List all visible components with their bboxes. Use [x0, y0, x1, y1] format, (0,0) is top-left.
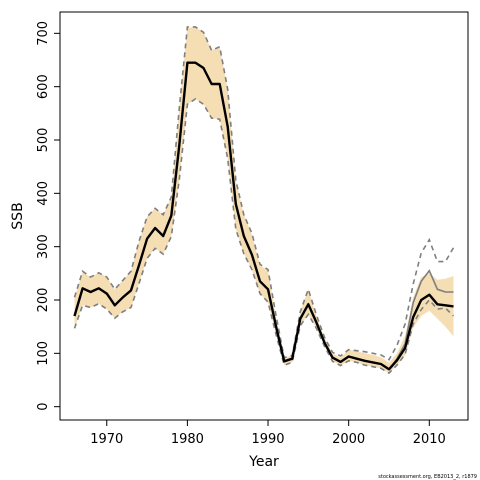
credit-text: stockassessment.org, EB2013_2, r1879: [378, 474, 477, 480]
y-axis-label: SSB: [10, 202, 26, 229]
estimate-line-layer: [73, 61, 454, 371]
confidence-band-layer: [74, 26, 454, 374]
y-axis: 0 100 200 300 400 500 600 700: [36, 21, 60, 411]
estimate-line: [73, 61, 454, 371]
retro-upper-line: [73, 26, 455, 361]
y-tick-label: 700: [36, 21, 51, 46]
plot-frame: [59, 11, 469, 421]
x-axis-label: Year: [248, 454, 279, 470]
retro-mid-line: [73, 61, 454, 371]
y-tick-label: 500: [36, 128, 51, 153]
x-tick-label: 1980: [171, 432, 204, 447]
y-tick-label: 600: [36, 74, 51, 99]
x-tick-label: 1970: [90, 432, 123, 447]
y-tick-label: 0: [36, 403, 51, 411]
confidence-band: [74, 26, 454, 374]
x-tick-label: 2000: [332, 432, 365, 447]
x-axis: 1970 1980 1990 2000 2010: [90, 420, 446, 447]
y-tick-label: 200: [36, 288, 51, 313]
y-tick-label: 100: [36, 341, 51, 366]
retro-lower-line: [73, 97, 455, 375]
y-tick-label: 300: [36, 234, 51, 259]
y-tick-label: 400: [36, 181, 51, 206]
retro-lines-layer: [73, 26, 455, 375]
x-tick-label: 1990: [251, 432, 284, 447]
x-tick-label: 2010: [413, 432, 446, 447]
